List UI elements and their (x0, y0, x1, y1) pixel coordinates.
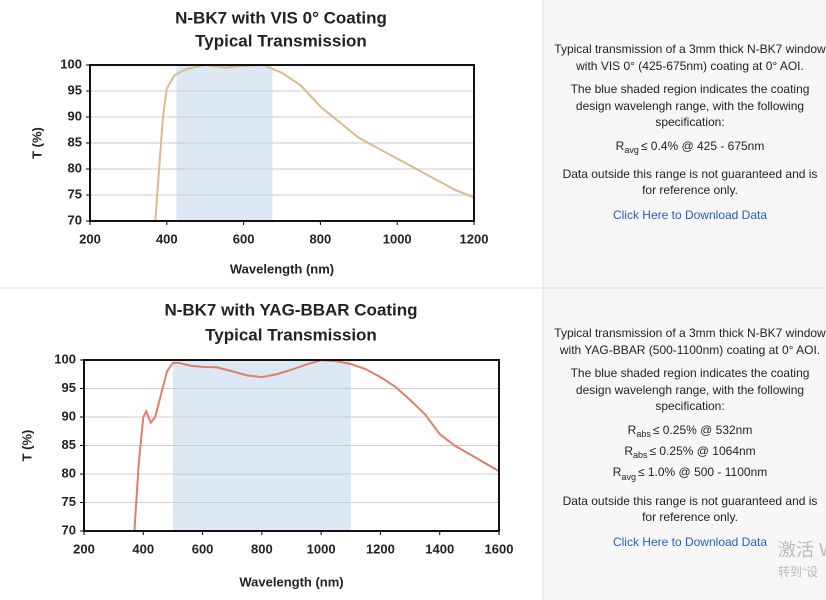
spec-text: ≤ 1.0% @ 500 - 1100nm (637, 465, 768, 480)
x-tick-label: 800 (310, 231, 332, 246)
description: Typical transmission of a 3mm thick N-BK… (554, 42, 826, 73)
y-tick-label: 95 (62, 380, 76, 395)
x-tick-label: 600 (233, 231, 255, 246)
note: Data outside this range is not guarantee… (562, 493, 818, 525)
y-tick-label: 75 (68, 186, 82, 201)
watermark: 激活 W (778, 540, 826, 560)
spec-subscript: avg (621, 471, 636, 482)
description-panel: Typical transmission of a 3mm thick N-BK… (554, 41, 826, 223)
y-tick-label: 85 (68, 134, 82, 149)
plot-frame (89, 64, 475, 222)
y-axis-label: T (%) (29, 127, 44, 159)
x-tick-label: 1000 (307, 541, 336, 556)
chart-subtitle: Typical Transmission (205, 325, 377, 344)
x-tick-label: 1200 (366, 541, 395, 556)
chart-subtitle: Typical Transmission (195, 31, 367, 50)
note: Data outside this range is not guarantee… (562, 166, 818, 198)
chart-title: N-BK7 with YAG-BBAR Coating (164, 300, 417, 319)
description-panel: Typical transmission of a 3mm thick N-BK… (554, 325, 826, 550)
y-tick-label: 90 (68, 108, 82, 123)
spec-subscript: avg (624, 144, 639, 155)
x-tick-label: 1400 (425, 541, 454, 556)
spec-list: Rabs ≤ 0.25% @ 532nm Rabs ≤ 0.25% @ 1064nm R… (554, 422, 826, 486)
spec: Rabs ≤ 0.25% @ 1064nm (554, 443, 826, 464)
download-link[interactable]: Click Here to Download Data (612, 207, 768, 222)
description: The blue shaded region indicates the coa… (570, 366, 810, 413)
y-tick-label: 90 (62, 408, 76, 423)
y-tick-label: 100 (60, 56, 82, 71)
spec-subscript: abs (636, 428, 651, 439)
spec-list: Ravg ≤ 0.4% @ 425 - 675nm (554, 138, 826, 159)
spec: Rabs ≤ 0.25% @ 532nm (554, 422, 826, 443)
y-tick-label: 80 (62, 465, 76, 480)
transmission-line (133, 358, 500, 532)
spec-subscript: abs (632, 450, 648, 461)
y-tick-label: 85 (62, 437, 76, 452)
spec-symbol: R (615, 138, 625, 153)
x-axis-label: Wavelength (nm) (230, 261, 334, 276)
spec-text: ≤ 0.25% @ 1064nm (649, 443, 756, 458)
x-tick-label: 1200 (460, 231, 489, 246)
y-tick-label: 70 (62, 522, 76, 537)
spec-symbol: R (627, 422, 637, 437)
download-link[interactable]: Click Here to Download Data (612, 534, 768, 549)
spec-symbol: R (624, 443, 633, 458)
x-tick-label: 1000 (383, 231, 412, 246)
x-tick-label: 400 (132, 541, 154, 556)
watermark: 转到“设 (778, 565, 818, 579)
x-tick-label: 600 (192, 541, 214, 556)
y-tick-label: 75 (62, 494, 76, 509)
x-tick-label: 200 (73, 541, 95, 556)
description: The blue shaded region indicates the coa… (570, 82, 810, 129)
x-axis-label: Wavelength (nm) (239, 574, 343, 589)
y-tick-label: 95 (68, 82, 82, 97)
y-axis-label: T (%) (19, 430, 34, 462)
spec-text: ≤ 0.25% @ 532nm (652, 422, 753, 437)
x-tick-label: 800 (251, 541, 273, 556)
chart-title: N-BK7 with VIS 0° Coating (175, 8, 387, 27)
spec-text: ≤ 0.4% @ 425 - 675nm (640, 138, 765, 153)
x-tick-label: 1600 (485, 541, 514, 556)
description: Typical transmission of a 3mm thick N-BK… (554, 326, 826, 357)
y-tick-label: 70 (68, 212, 82, 227)
x-tick-label: 400 (156, 231, 178, 246)
spec: Ravg ≤ 1.0% @ 500 - 1100nm (554, 464, 826, 485)
spec-symbol: R (612, 465, 622, 480)
x-tick-label: 200 (79, 231, 101, 246)
spec: Ravg ≤ 0.4% @ 425 - 675nm (554, 138, 826, 159)
transmission-line (154, 63, 475, 222)
y-tick-label: 100 (54, 351, 76, 366)
y-tick-label: 80 (68, 160, 82, 175)
plot-frame (83, 359, 500, 532)
panel-bg (543, 0, 826, 600)
